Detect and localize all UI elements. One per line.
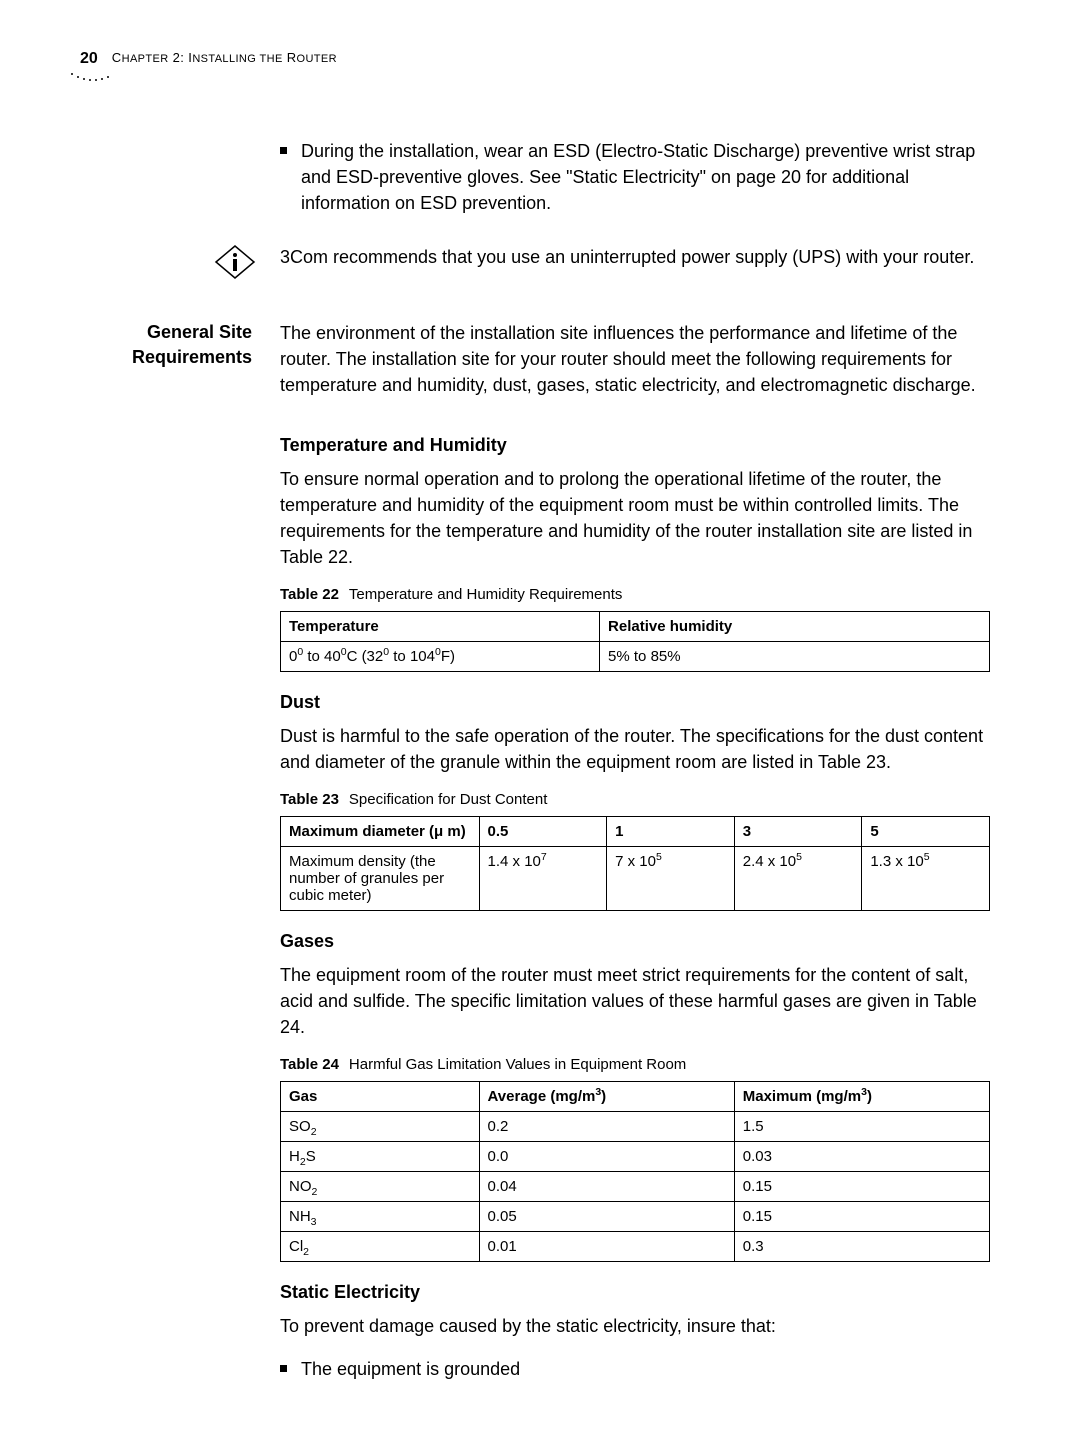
t24-avg: 0.2 [479, 1112, 734, 1142]
t23-r2c5: 1.3 x 105 [862, 847, 990, 911]
dust-body: Dust is harmful to the safe operation of… [280, 723, 990, 775]
page: 20 CHAPTER 2: INSTALLING THE ROUTER Duri… [0, 0, 1080, 1442]
section-general-site: General Site Requirements The environmen… [280, 320, 990, 414]
t24-gas: H2S [281, 1142, 480, 1172]
t24-h2: Average (mg/m3) [479, 1082, 734, 1112]
table22-caption: Table 22Temperature and Humidity Require… [280, 586, 990, 603]
table23: Maximum diameter (μ m) 0.5 1 3 5 Maximum… [280, 816, 990, 911]
info-icon [214, 244, 256, 280]
t23-r1c4: 3 [734, 817, 862, 847]
table23-caption: Table 23Specification for Dust Content [280, 791, 990, 808]
t23-r2c2: 1.4 x 107 [479, 847, 607, 911]
t24-avg: 0.01 [479, 1232, 734, 1262]
t24-h3: Maximum (mg/m3) [734, 1082, 989, 1112]
t23-r1c5: 5 [862, 817, 990, 847]
content-area: During the installation, wear an ESD (El… [280, 138, 990, 1382]
bullet-esd: During the installation, wear an ESD (El… [280, 138, 990, 216]
t22-c1: 00 to 400C (320 to 1040F) [281, 641, 600, 671]
t23-r2c4: 2.4 x 105 [734, 847, 862, 911]
t23-r1c2: 0.5 [479, 817, 607, 847]
info-note-text: 3Com recommends that you use an uninterr… [280, 244, 974, 280]
t24-max: 0.15 [734, 1172, 989, 1202]
table-row: Maximum diameter (μ m) 0.5 1 3 5 [281, 817, 990, 847]
t23-r1c3: 1 [607, 817, 735, 847]
chapter-title: CHAPTER 2: INSTALLING THE ROUTER [112, 50, 337, 65]
t24-avg: 0.05 [479, 1202, 734, 1232]
t22-c2: 5% to 85% [600, 641, 990, 671]
heading-gases: Gases [280, 931, 990, 952]
page-number: 20 [80, 50, 98, 68]
gsr-intro: The environment of the installation site… [280, 320, 990, 398]
table-row: NH30.050.15 [281, 1202, 990, 1232]
static-body: To prevent damage caused by the static e… [280, 1313, 990, 1339]
table-row: H2S0.00.03 [281, 1142, 990, 1172]
t24-gas: SO2 [281, 1112, 480, 1142]
t24-max: 0.3 [734, 1232, 989, 1262]
temp-body: To ensure normal operation and to prolon… [280, 466, 990, 570]
table24-caption: Table 24Harmful Gas Limitation Values in… [280, 1056, 990, 1073]
bullet-icon [280, 147, 287, 154]
table-row: Temperature Relative humidity [281, 611, 990, 641]
table-row: Maximum density (the number of granules … [281, 847, 990, 911]
table-row: NO20.040.15 [281, 1172, 990, 1202]
heading-temp-humidity: Temperature and Humidity [280, 435, 990, 456]
bullet-text: During the installation, wear an ESD (El… [301, 138, 990, 216]
t24-h1: Gas [281, 1082, 480, 1112]
table-row: Gas Average (mg/m3) Maximum (mg/m3) [281, 1082, 990, 1112]
t24-avg: 0.0 [479, 1142, 734, 1172]
bullet-text: The equipment is grounded [301, 1356, 520, 1382]
t23-r2c1: Maximum density (the number of granules … [281, 847, 480, 911]
t24-gas: NO2 [281, 1172, 480, 1202]
t24-gas: NH3 [281, 1202, 480, 1232]
t22-h1: Temperature [281, 611, 600, 641]
table-row: SO20.21.5 [281, 1112, 990, 1142]
t24-max: 0.15 [734, 1202, 989, 1232]
heading-dust: Dust [280, 692, 990, 713]
info-note-row: 3Com recommends that you use an uninterr… [280, 244, 990, 280]
bullet-icon [280, 1365, 287, 1372]
side-label-general-site: General Site Requirements [70, 320, 280, 414]
t24-avg: 0.04 [479, 1172, 734, 1202]
gases-body: The equipment room of the router must me… [280, 962, 990, 1040]
heading-static: Static Electricity [280, 1282, 990, 1303]
t23-r1c1: Maximum diameter (μ m) [281, 817, 480, 847]
t24-max: 1.5 [734, 1112, 989, 1142]
table22: Temperature Relative humidity 00 to 400C… [280, 611, 990, 672]
table-row: 00 to 400C (320 to 1040F) 5% to 85% [281, 641, 990, 671]
t22-h2: Relative humidity [600, 611, 990, 641]
bullet-grounded: The equipment is grounded [280, 1356, 990, 1382]
t23-r2c3: 7 x 105 [607, 847, 735, 911]
page-header: 20 CHAPTER 2: INSTALLING THE ROUTER [70, 50, 990, 68]
t24-gas: Cl2 [281, 1232, 480, 1262]
t24-max: 0.03 [734, 1142, 989, 1172]
table24: Gas Average (mg/m3) Maximum (mg/m3) SO20… [280, 1081, 990, 1262]
header-dots-decoration [70, 72, 120, 91]
table-row: Cl20.010.3 [281, 1232, 990, 1262]
